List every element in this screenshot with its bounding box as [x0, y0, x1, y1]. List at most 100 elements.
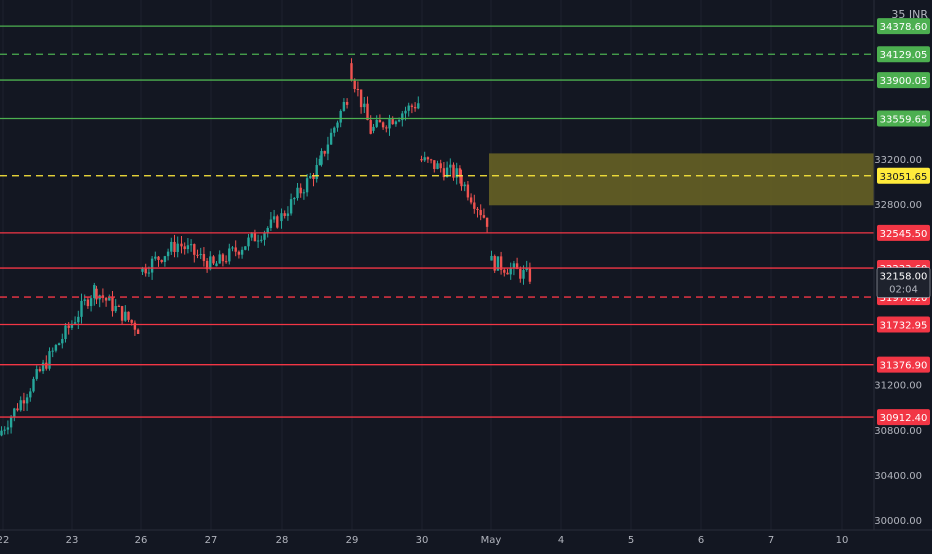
candle-body — [89, 298, 93, 307]
level-price-tag[interactable] — [877, 18, 930, 35]
candle-body — [336, 122, 339, 128]
candle-body — [385, 127, 388, 129]
candle-body — [503, 269, 506, 273]
candle-body — [253, 232, 257, 242]
candle-body — [196, 254, 199, 256]
candle-body — [299, 187, 302, 194]
candle-body — [522, 270, 525, 279]
candle-body — [166, 251, 170, 257]
candle-body — [127, 311, 130, 320]
y-tick-label: 30800.00 — [874, 426, 922, 437]
x-tick-label: 29 — [346, 535, 359, 546]
candle-body — [9, 417, 13, 428]
last-price-tag[interactable] — [876, 267, 931, 298]
candle-body — [401, 113, 404, 121]
supply-zone[interactable] — [489, 153, 874, 206]
level-price-tag[interactable] — [877, 224, 930, 241]
candle-body — [280, 213, 283, 222]
candle-body — [247, 237, 250, 247]
candle-body — [250, 232, 253, 238]
candle-body — [302, 192, 306, 194]
level-price-tag-label: 33559.65 — [880, 114, 928, 125]
candle-body — [189, 244, 193, 246]
candle-body — [375, 119, 378, 127]
x-tick-label: 6 — [698, 535, 704, 546]
candle-body — [199, 254, 202, 256]
time-axis[interactable] — [0, 530, 932, 550]
level-price-tag[interactable] — [877, 46, 930, 63]
candle-body — [407, 105, 410, 111]
level-price-tag-label: 31376.90 — [880, 361, 928, 372]
candle-body — [442, 168, 446, 178]
candle-body — [114, 305, 117, 312]
x-tick-label: 30 — [416, 535, 429, 546]
candle-body — [323, 151, 326, 154]
candle-body — [381, 122, 385, 128]
candle-body — [496, 256, 500, 271]
candle-body — [458, 168, 462, 178]
candle-body — [433, 160, 436, 169]
candle-body — [209, 256, 212, 270]
candle-body — [244, 246, 247, 250]
candle-body — [391, 119, 394, 125]
candle-body — [413, 106, 417, 109]
candle-body — [455, 168, 458, 178]
candle-body — [512, 263, 516, 269]
candle-body — [485, 217, 489, 227]
candle-body — [476, 208, 479, 211]
y-tick-label: 30400.00 — [874, 471, 922, 482]
candle-body — [124, 311, 127, 321]
candle-body — [136, 329, 140, 334]
candle-body — [296, 187, 299, 199]
level-price-tag[interactable] — [877, 72, 930, 89]
candle-body — [170, 241, 173, 252]
candle-body — [35, 369, 38, 379]
candle-body — [499, 256, 503, 270]
candle-body — [54, 345, 58, 351]
candle-body — [404, 110, 407, 114]
y-tick-label: 30000.00 — [874, 516, 922, 527]
candle-body — [320, 151, 323, 165]
candle-body — [318, 158, 322, 166]
last-price-value: 32158.00 — [880, 272, 928, 283]
x-tick-label: 5 — [628, 535, 634, 546]
candle-body — [363, 103, 366, 108]
candle-body — [397, 120, 401, 122]
candle-body — [509, 268, 512, 275]
level-price-tag[interactable] — [877, 409, 930, 426]
candle-body — [16, 408, 19, 411]
candle-body — [218, 254, 221, 264]
level-price-tag[interactable] — [877, 167, 930, 184]
candle-body — [6, 427, 10, 430]
candle-body — [420, 159, 423, 161]
candle-body — [104, 297, 108, 301]
candle-body — [417, 103, 420, 109]
candle-body — [519, 269, 522, 279]
candle-body — [45, 362, 48, 369]
candle-body — [176, 243, 179, 252]
candle-body — [32, 378, 35, 392]
candle-body — [423, 157, 426, 161]
x-tick-label: 10 — [836, 535, 849, 546]
candle-body — [460, 175, 463, 187]
candle-body — [309, 175, 312, 179]
candle-body — [111, 296, 114, 312]
candle-body — [237, 251, 241, 255]
candle-body — [326, 144, 330, 154]
candle-body — [394, 121, 398, 125]
level-price-tag[interactable] — [877, 356, 930, 373]
candle-body — [205, 260, 209, 270]
candle-body — [469, 197, 473, 203]
candle-body — [186, 245, 190, 250]
candle-body — [410, 105, 414, 107]
candle-body — [342, 101, 346, 111]
level-price-tag[interactable] — [877, 110, 930, 127]
candle-body — [77, 316, 80, 323]
candle-body — [312, 175, 315, 180]
level-price-tag[interactable] — [877, 316, 930, 333]
currency-label: 35 INR — [891, 8, 928, 21]
candle-body — [439, 163, 442, 169]
candle-body — [378, 119, 382, 123]
